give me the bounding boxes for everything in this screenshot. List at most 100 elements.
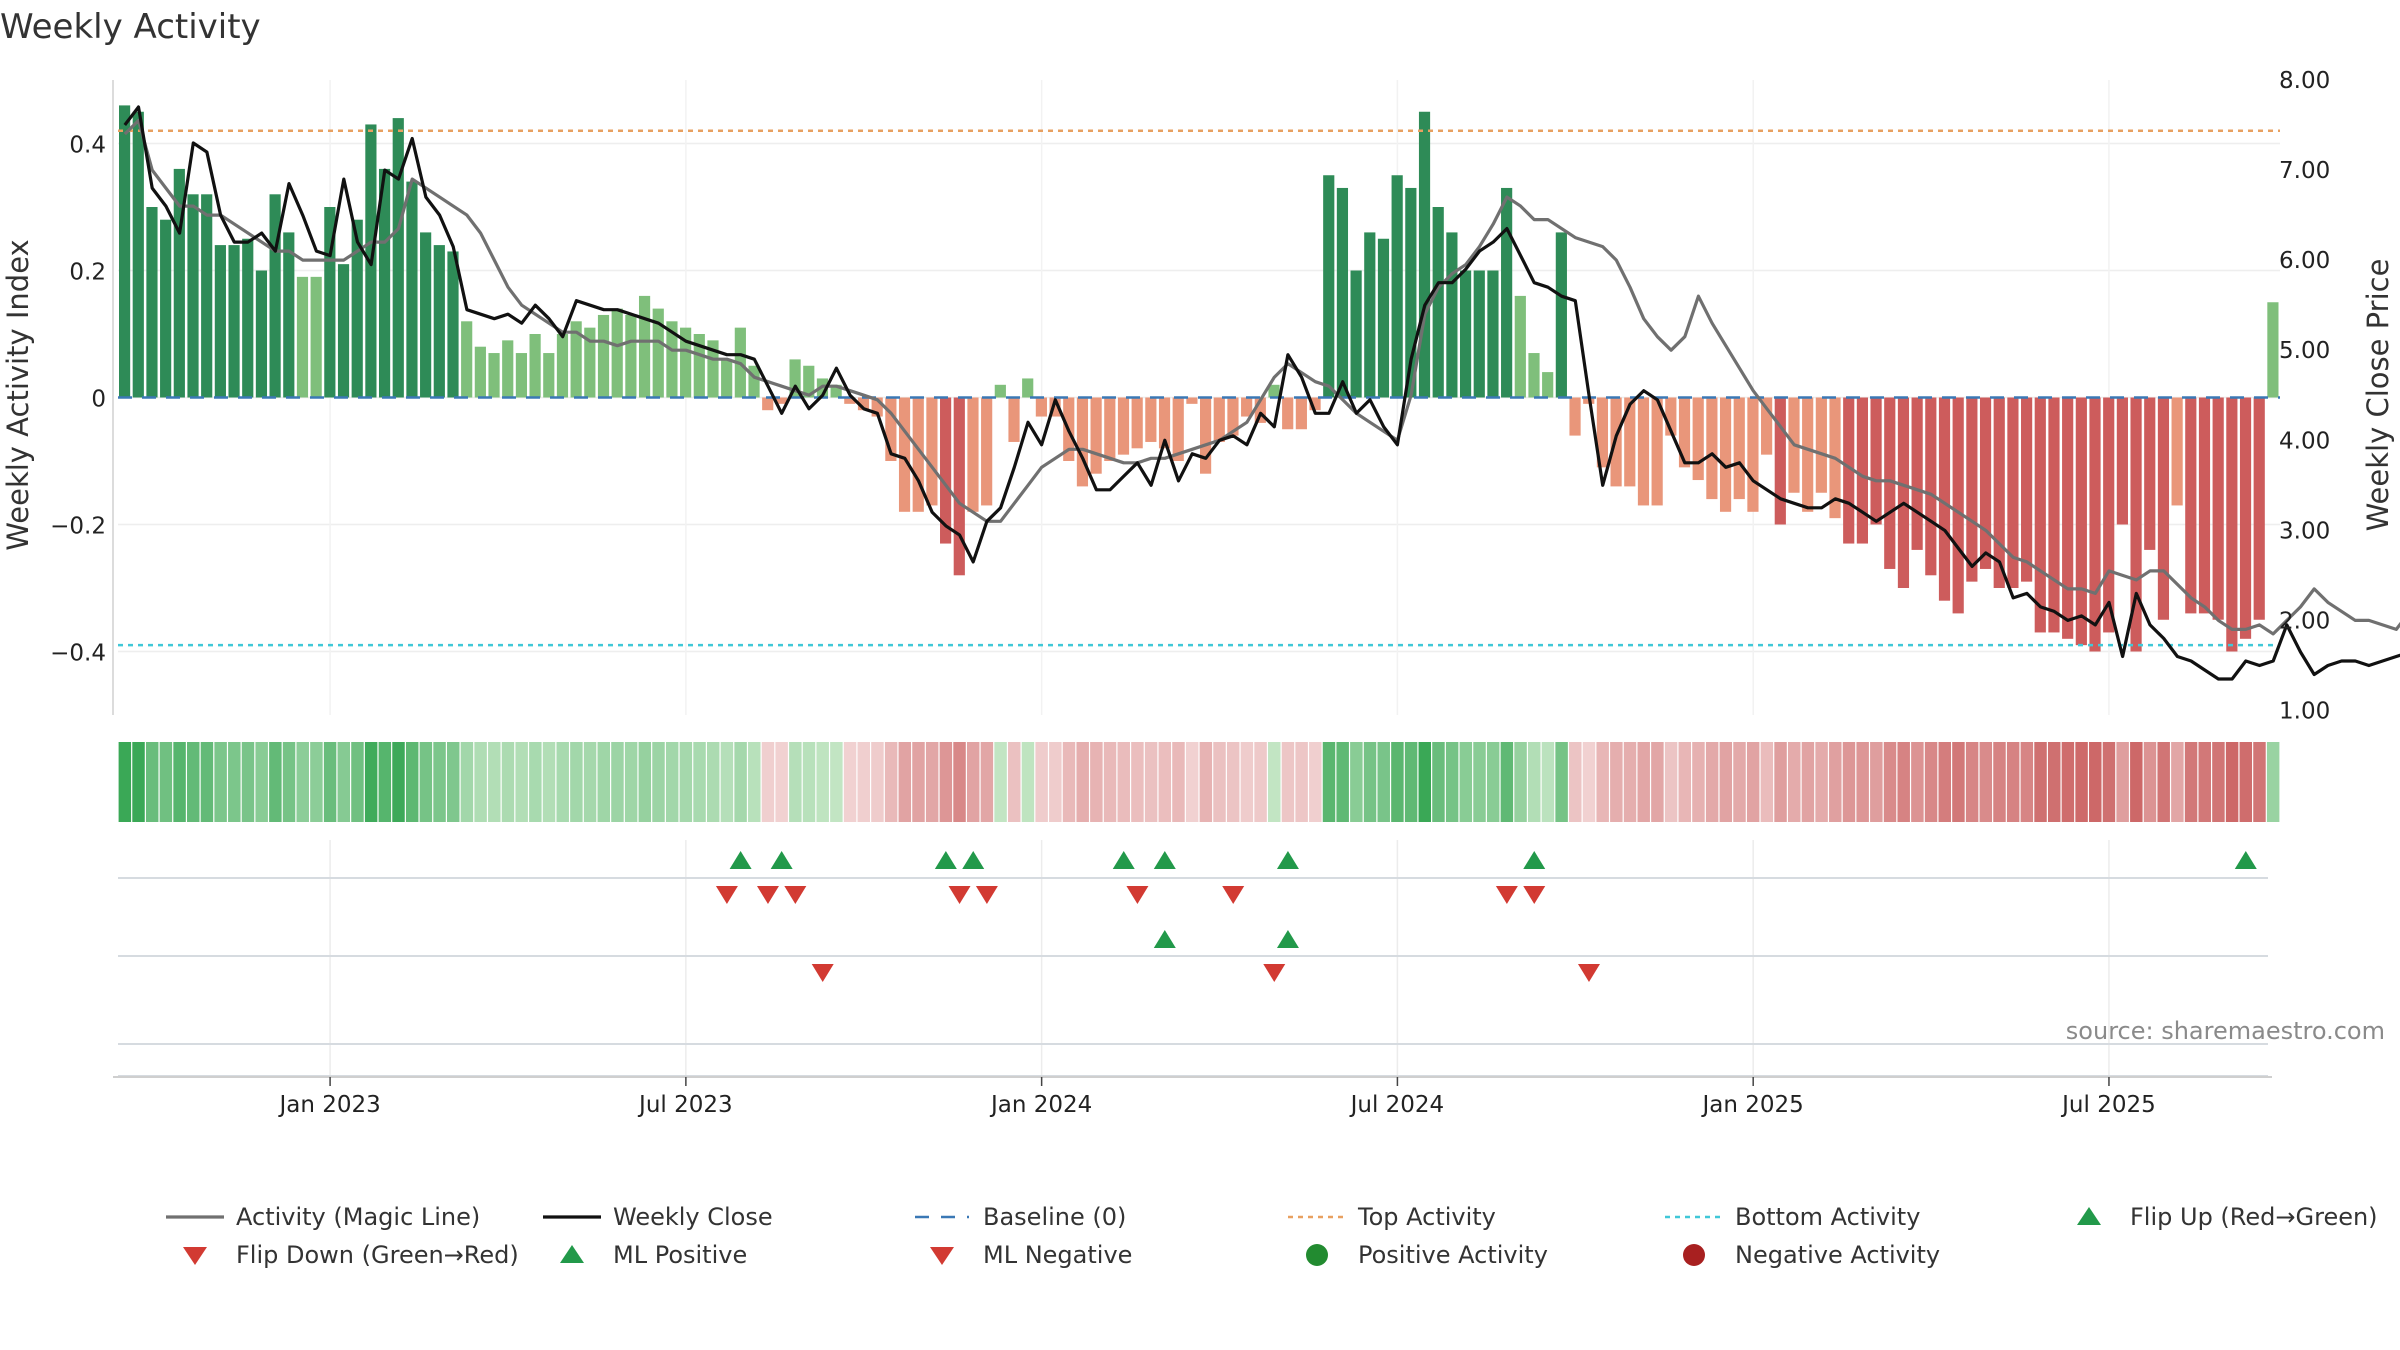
strip-cell [665, 742, 679, 822]
left-tick-label: 0.2 [69, 260, 106, 286]
activity-bar [1501, 187, 1513, 398]
flip-down-marker [715, 886, 738, 904]
strip-cell [1295, 742, 1308, 822]
activity-bar [967, 397, 979, 512]
strip-cell [364, 742, 378, 822]
strip-cell [200, 742, 214, 822]
x-tick-label: Jan 2025 [1701, 1092, 1804, 1118]
activity-bar [666, 321, 678, 398]
strip-cell [638, 742, 652, 822]
strip-cell [1774, 742, 1787, 822]
legend-item: Weekly Close [543, 1203, 773, 1231]
legend-label: Flip Down (Green→Red) [236, 1241, 519, 1269]
strip-cell [2266, 742, 2280, 822]
activity-bar [1391, 175, 1403, 398]
strip-cell [433, 742, 446, 822]
activity-bar [1035, 397, 1047, 417]
activity-bar [1323, 175, 1335, 398]
strip-cell [1569, 742, 1582, 822]
strip-cell [145, 742, 159, 822]
strip-cell [255, 742, 268, 822]
activity-bar [201, 194, 213, 398]
activity-bar [762, 397, 774, 411]
activity-bar [1624, 397, 1636, 487]
activity-bar [638, 295, 651, 398]
strip-cell [1404, 742, 1418, 822]
legend-label: Activity (Magic Line) [236, 1203, 480, 1231]
activity-bar [1446, 232, 1458, 398]
strip-cell [1760, 742, 1774, 822]
activity-bar [1117, 397, 1130, 455]
right-tick-label: 3.00 [2279, 518, 2330, 544]
strip-cell [1049, 742, 1062, 822]
strip-cell [2047, 742, 2061, 822]
strip-cell [706, 742, 720, 822]
legend-item: Positive Activity [1306, 1241, 1548, 1269]
activity-bar [1227, 397, 1239, 436]
legend-item: Bottom Activity [1665, 1203, 1920, 1231]
strip-cell [1363, 742, 1377, 822]
activity-bar [269, 194, 281, 398]
strip-cell [1322, 742, 1336, 822]
strip-cell [1076, 742, 1089, 822]
strip-cell [501, 742, 515, 822]
strip-cell [1254, 742, 1267, 822]
activity-bar [1104, 397, 1116, 461]
activity-bar [1884, 397, 1896, 569]
strip-cell [2157, 742, 2170, 822]
strip-cell [912, 742, 925, 822]
strip-cell [2212, 742, 2225, 822]
strip-cell [1856, 742, 1869, 822]
x-tick-label: Jul 2025 [2060, 1092, 2156, 1118]
activity-bar [2130, 397, 2142, 652]
strip-cell [1842, 742, 1856, 822]
activity-bar [214, 245, 226, 398]
strip-cell [1637, 742, 1650, 822]
strip-cell [447, 742, 460, 822]
strip-cell [542, 742, 556, 822]
activity-bar [2103, 397, 2115, 633]
strip-cell [1213, 742, 1226, 822]
activity-bar [1843, 397, 1855, 544]
strip-cell [939, 742, 953, 822]
activity-bar [611, 308, 623, 398]
activity-bar [1131, 397, 1143, 449]
strip-cell [734, 742, 747, 822]
strip-cell [460, 742, 474, 822]
strip-cell [570, 742, 583, 822]
activity-bar [543, 353, 555, 398]
left-tick-label: −0.4 [50, 641, 106, 667]
activity-bar [1897, 397, 1910, 588]
activity-bar [775, 397, 787, 404]
activity-bar [2034, 397, 2046, 633]
activity-bar [680, 327, 692, 398]
strip-cell [802, 742, 816, 822]
activity-bar [2226, 397, 2238, 652]
legend-item: Top Activity [1288, 1203, 1496, 1231]
activity-bar [597, 314, 610, 398]
strip-cell [2034, 742, 2047, 822]
activity-bar [2185, 397, 2197, 614]
left-tick-label: −0.2 [50, 514, 106, 540]
activity-bar [2089, 397, 2101, 652]
activity-bar [2171, 397, 2183, 506]
strip-cell [2130, 742, 2143, 822]
activity-bar [2116, 397, 2128, 525]
strip-cell [1705, 742, 1719, 822]
activity-bar [1158, 397, 1171, 449]
strip-cell [966, 742, 980, 822]
strip-cell [1103, 742, 1117, 822]
activity-bar [242, 238, 254, 398]
right-tick-label: 7.00 [2279, 158, 2330, 184]
strip-cell [556, 742, 569, 822]
strip-cell [597, 742, 611, 822]
activity-bar [2198, 397, 2211, 614]
activity-bar [1350, 270, 1362, 398]
activity-bar [885, 397, 897, 461]
activity-bar [283, 232, 295, 398]
strip-cell [2225, 742, 2239, 822]
strip-cell [2089, 742, 2102, 822]
strip-cell [529, 742, 542, 822]
flip-down-marker [784, 886, 807, 904]
strip-cell [761, 742, 775, 822]
